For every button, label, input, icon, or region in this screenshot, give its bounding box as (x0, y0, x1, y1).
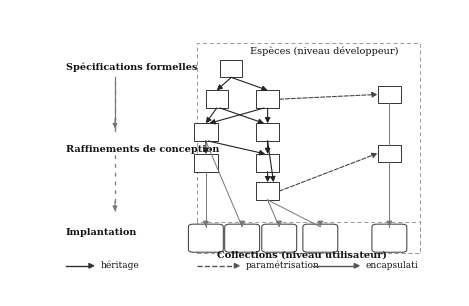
Text: Collections (niveau utilisateur): Collections (niveau utilisateur) (217, 250, 387, 259)
Bar (256, 90, 280, 108)
Bar (197, 43, 420, 253)
Text: Implantation: Implantation (66, 228, 137, 237)
Bar (256, 154, 280, 172)
Text: héritage: héritage (100, 261, 139, 271)
FancyBboxPatch shape (189, 224, 223, 252)
FancyBboxPatch shape (372, 224, 407, 252)
Bar (378, 86, 401, 103)
Text: Espèces (niveau développeur): Espèces (niveau développeur) (250, 46, 398, 56)
Text: Spécifications formelles: Spécifications formelles (66, 63, 197, 72)
Bar (256, 123, 280, 141)
Bar (194, 123, 218, 141)
Text: paramétrisation: paramétrisation (246, 261, 320, 271)
Bar (256, 182, 280, 200)
FancyBboxPatch shape (303, 224, 338, 252)
Bar (378, 144, 401, 162)
FancyBboxPatch shape (225, 224, 260, 252)
Text: encapsulati: encapsulati (366, 261, 418, 270)
Bar (206, 90, 227, 108)
Bar (197, 222, 420, 253)
Bar (194, 154, 218, 172)
Bar (220, 60, 242, 77)
FancyBboxPatch shape (262, 224, 297, 252)
Text: Raffinements de conception: Raffinements de conception (66, 145, 219, 154)
